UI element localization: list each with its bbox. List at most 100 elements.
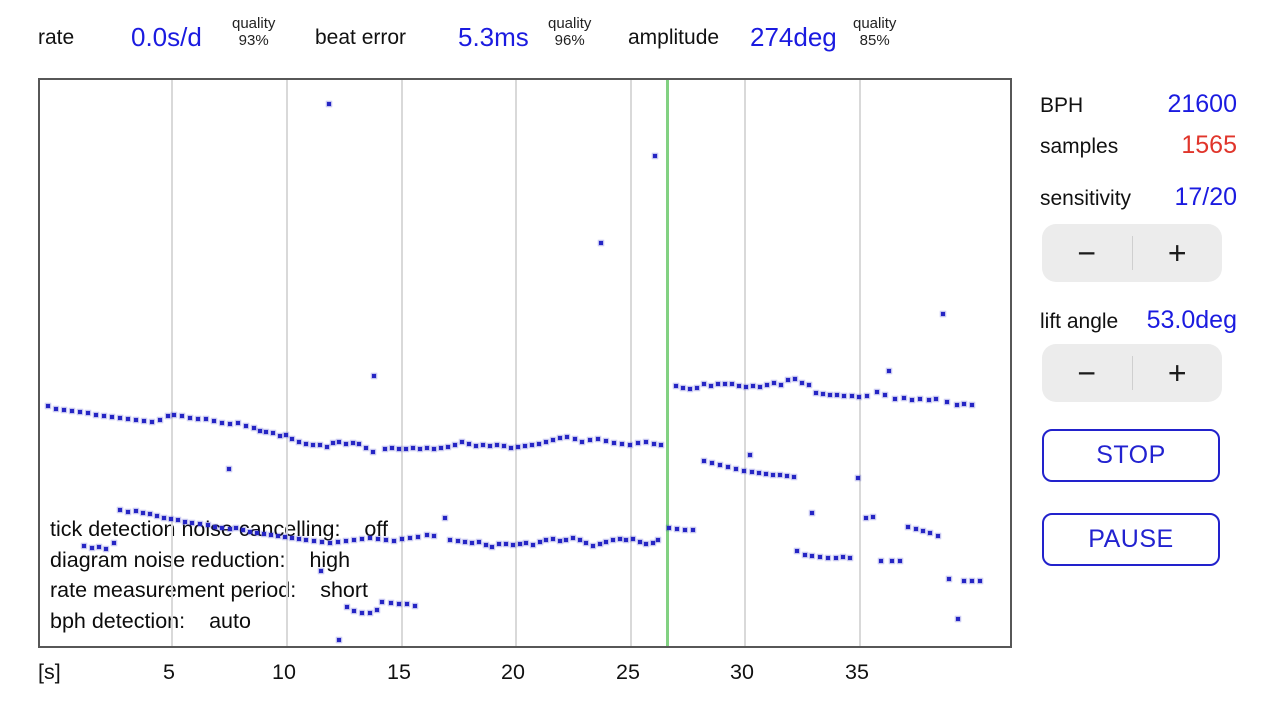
beat-dot [497, 542, 501, 546]
beat-dot [408, 536, 412, 540]
beat-dot [887, 369, 891, 373]
beat-dot [169, 517, 173, 521]
setting-line: tick detection noise cancelling: off [50, 514, 388, 545]
beat-dot [344, 442, 348, 446]
pause-button[interactable]: PAUSE [1042, 513, 1220, 566]
beat-dot [890, 559, 894, 563]
beat-dot [902, 396, 906, 400]
beat-dot [227, 467, 231, 471]
beat-dot [795, 549, 799, 553]
rate-quality: quality 93% [232, 15, 275, 49]
beat-dot [297, 537, 301, 541]
beat-dot [360, 611, 364, 615]
beat-dot [443, 516, 447, 520]
beat-dot [448, 538, 452, 542]
rate-value: 0.0s/d [131, 22, 202, 52]
sensitivity-label: sensitivity [1040, 187, 1132, 210]
setting-line: rate measurement period: short [50, 575, 388, 606]
samples-value: 1565 [1181, 131, 1237, 159]
beat-dot [372, 374, 376, 378]
lift-angle-row: lift angle 53.0deg [1040, 306, 1237, 335]
beat-dot [558, 539, 562, 543]
beat-dot [504, 542, 508, 546]
beat-dot [571, 536, 575, 540]
beat-dot [544, 538, 548, 542]
beat-dot [284, 433, 288, 437]
beat-dot [118, 508, 122, 512]
beat-dot [400, 537, 404, 541]
beat-dot [826, 556, 830, 560]
stop-button[interactable]: STOP [1042, 429, 1220, 482]
beat-dot [413, 604, 417, 608]
beat-dot [490, 545, 494, 549]
beat-dot [188, 416, 192, 420]
beat-dot [304, 442, 308, 446]
beat-dot [368, 536, 372, 540]
beat-dot [162, 516, 166, 520]
beat-dot [674, 384, 678, 388]
beat-dot [883, 393, 887, 397]
beat-dot [709, 384, 713, 388]
beat-dot [304, 538, 308, 542]
beat-dot [523, 444, 527, 448]
beat-dot [927, 398, 931, 402]
lift-angle-decrease-button[interactable]: − [1077, 354, 1097, 391]
beat-dot [126, 417, 130, 421]
beat-dot [337, 638, 341, 642]
beat-dot [538, 540, 542, 544]
beat-dot [565, 435, 569, 439]
beat-dot [320, 540, 324, 544]
beat-dot [236, 421, 240, 425]
beat-dot [94, 413, 98, 417]
beat-dot [404, 447, 408, 451]
beat-dot [54, 407, 58, 411]
lift-angle-increase-button[interactable]: + [1167, 354, 1187, 391]
beat-dot [283, 535, 287, 539]
beat-error-quality-label: quality [548, 15, 592, 32]
beat-dot [477, 540, 481, 544]
beat-dot [750, 470, 754, 474]
beat-dot [118, 416, 122, 420]
beat-dot [702, 459, 706, 463]
x-tick-label: 25 [616, 660, 640, 684]
x-tick-label: 35 [845, 660, 869, 684]
beat-dot [636, 441, 640, 445]
setting-value: short [320, 578, 368, 602]
sensitivity-decrease-button[interactable]: − [1077, 234, 1097, 271]
samples-row: samples 1565 [1040, 131, 1237, 160]
beat-dot [474, 444, 478, 448]
beat-dot [220, 526, 224, 530]
beat-dot [183, 520, 187, 524]
beat-dot [691, 528, 695, 532]
beat-dot [730, 382, 734, 386]
beat-dot [336, 540, 340, 544]
beat-dot [842, 394, 846, 398]
gridline [515, 80, 517, 646]
beat-dot [978, 579, 982, 583]
beat-dot [228, 422, 232, 426]
beat-error-quality: quality 96% [548, 15, 591, 49]
beat-dot [463, 540, 467, 544]
beat-dot [155, 514, 159, 518]
beat-dot [134, 509, 138, 513]
beat-dot [906, 525, 910, 529]
beat-dot [397, 447, 401, 451]
beat-dot [624, 538, 628, 542]
beat-dot [748, 453, 752, 457]
beat-dot [644, 542, 648, 546]
beat-dot [488, 444, 492, 448]
setting-value: auto [209, 608, 251, 633]
beat-dot [278, 434, 282, 438]
beat-dot [327, 102, 331, 106]
beat-dot [244, 424, 248, 428]
amplitude-quality-value: 85% [859, 32, 890, 49]
beat-dot [389, 601, 393, 605]
beat-dot [446, 445, 450, 449]
x-tick-label: 20 [501, 660, 525, 684]
setting-line: bph detection: auto [50, 606, 388, 637]
beat-dot [652, 442, 656, 446]
beat-dot [785, 474, 789, 478]
beat-dot [612, 441, 616, 445]
timing-scatter-plot: tick detection noise cancelling: off diag… [38, 78, 1012, 648]
sensitivity-increase-button[interactable]: + [1167, 234, 1187, 271]
